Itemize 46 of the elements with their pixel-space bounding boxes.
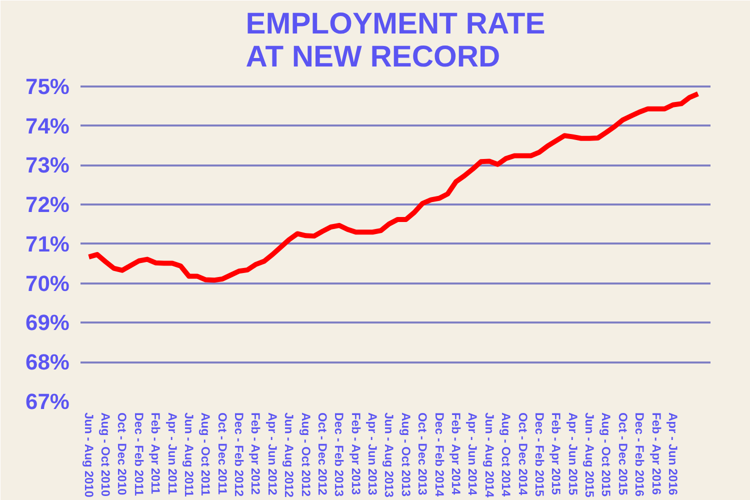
- x-tick-label: Aug - Oct 2012: [298, 412, 313, 497]
- x-tick-label: Jun - Aug 2013: [382, 412, 396, 498]
- x-tick-label: Dec - Feb 2014: [432, 412, 446, 497]
- x-tick-label: Jun - Aug 2010: [82, 412, 96, 498]
- x-tick-label: Feb - Apr 2013: [348, 412, 363, 496]
- x-tick-label: Jun - Aug 2012: [282, 412, 296, 498]
- x-tick-label: Oct - Dec 2010: [115, 412, 130, 496]
- x-tick-label: Dec - Feb 2013: [332, 412, 346, 497]
- x-tick-label: Aug - Oct 2013: [398, 412, 413, 497]
- x-tick-label: Aug - Oct 2011: [198, 412, 213, 496]
- x-tick-label: Oct - Dec 2011: [215, 412, 230, 495]
- x-tick-label: Apr - Jun 2013: [366, 412, 380, 496]
- x-tick-label: Feb - Apr 2016: [649, 412, 664, 496]
- x-tick-label: Feb - Apr 2012: [248, 412, 263, 496]
- chart-title: EMPLOYMENT RATE AT NEW RECORD: [246, 8, 546, 74]
- x-tick-label: Dec - Feb 2016: [632, 412, 647, 497]
- x-tick-label: Oct - Dec 2012: [315, 412, 330, 496]
- y-tick-label: 74%: [25, 113, 70, 138]
- x-tick-label: Apr - Jun 2016: [666, 412, 680, 496]
- y-tick-label: 68%: [25, 350, 70, 375]
- y-tick-label: 75%: [25, 74, 70, 99]
- x-tick-label: Feb - Apr 2011: [148, 412, 163, 494]
- x-tick-label: Aug - Oct 2014: [499, 412, 514, 497]
- y-tick-label: 69%: [25, 310, 70, 336]
- x-tick-label: Jun - Aug 2015: [582, 412, 597, 498]
- x-tick-label: Oct - Dec 2013: [416, 412, 430, 496]
- x-tick-label: Apr - Jun 2011: [165, 412, 180, 495]
- x-tick-label: Oct - Dec 2015: [616, 412, 630, 496]
- x-tick-label: Dec - Feb 2015: [532, 412, 546, 497]
- x-tick-label: Dec - Feb 2011: [132, 412, 146, 496]
- y-tick-label: 67%: [25, 389, 70, 414]
- x-tick-label: Apr - Jun 2014: [466, 412, 480, 496]
- y-tick-label: 73%: [25, 152, 70, 178]
- x-tick-label: Oct - Dec 2014: [516, 412, 530, 496]
- x-tick-label: Jun - Aug 2011: [182, 412, 196, 498]
- y-tick-label: 70%: [25, 270, 70, 296]
- x-tick-label: Aug - Oct 2010: [98, 412, 113, 497]
- x-tick-label: Apr - Jun 2012: [265, 412, 280, 496]
- x-tick-label: Feb - Apr 2015: [549, 412, 564, 496]
- y-tick-label: 71%: [25, 231, 70, 256]
- x-tick-label: Feb - Apr 2014: [448, 412, 463, 496]
- y-tick-label: 72%: [25, 192, 70, 218]
- x-tick-label: Jun - Aug 2014: [482, 412, 496, 498]
- x-tick-label: Aug - Oct 2015: [599, 412, 614, 497]
- x-tick-label: Apr - Jun 2015: [566, 412, 580, 496]
- x-tick-label: Dec - Feb 2012: [232, 412, 246, 497]
